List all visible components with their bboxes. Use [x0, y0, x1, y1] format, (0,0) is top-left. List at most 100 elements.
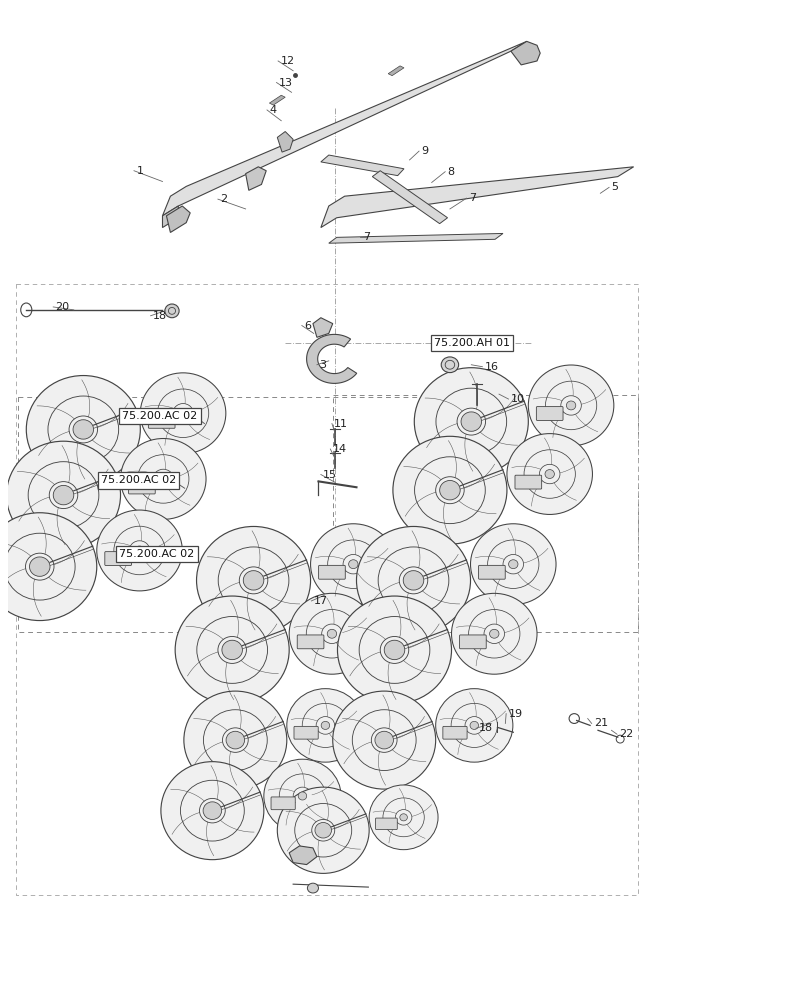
Text: 75.200.AH 01: 75.200.AH 01 — [434, 338, 510, 348]
Text: 14: 14 — [333, 444, 347, 454]
Ellipse shape — [298, 792, 307, 800]
Text: 4: 4 — [269, 105, 276, 115]
Ellipse shape — [29, 557, 50, 576]
FancyBboxPatch shape — [460, 635, 486, 649]
Ellipse shape — [27, 376, 141, 483]
Polygon shape — [246, 167, 266, 190]
Polygon shape — [162, 41, 527, 216]
Text: 18: 18 — [478, 723, 493, 733]
Polygon shape — [329, 233, 503, 243]
Ellipse shape — [179, 409, 187, 418]
Ellipse shape — [470, 524, 556, 605]
Ellipse shape — [369, 785, 438, 850]
Ellipse shape — [441, 357, 459, 373]
Polygon shape — [313, 318, 333, 337]
Ellipse shape — [545, 470, 554, 478]
Ellipse shape — [415, 368, 528, 476]
FancyBboxPatch shape — [105, 552, 132, 565]
Text: 22: 22 — [620, 729, 633, 739]
Ellipse shape — [120, 439, 206, 519]
Ellipse shape — [566, 401, 576, 410]
Ellipse shape — [161, 762, 264, 860]
Ellipse shape — [327, 629, 337, 638]
Ellipse shape — [385, 640, 405, 660]
Text: 9: 9 — [422, 146, 428, 156]
Polygon shape — [321, 167, 633, 228]
Ellipse shape — [452, 593, 537, 674]
Ellipse shape — [135, 546, 145, 555]
Ellipse shape — [356, 526, 470, 634]
FancyBboxPatch shape — [515, 475, 541, 489]
Polygon shape — [372, 171, 448, 224]
FancyBboxPatch shape — [271, 797, 295, 810]
Ellipse shape — [490, 629, 499, 638]
Ellipse shape — [226, 731, 245, 749]
FancyBboxPatch shape — [297, 635, 324, 649]
FancyBboxPatch shape — [376, 818, 398, 830]
Ellipse shape — [375, 731, 393, 749]
Ellipse shape — [528, 365, 614, 446]
Ellipse shape — [348, 560, 358, 569]
Ellipse shape — [158, 474, 168, 483]
Ellipse shape — [196, 526, 310, 634]
Ellipse shape — [307, 883, 318, 893]
FancyBboxPatch shape — [443, 726, 467, 739]
Polygon shape — [162, 206, 179, 228]
Polygon shape — [166, 206, 190, 232]
Text: 75.200.AC 02: 75.200.AC 02 — [101, 475, 176, 485]
Ellipse shape — [333, 691, 436, 789]
Ellipse shape — [264, 759, 341, 833]
Ellipse shape — [393, 436, 507, 544]
Ellipse shape — [287, 689, 364, 762]
Polygon shape — [277, 132, 293, 152]
Ellipse shape — [289, 593, 375, 674]
Text: 8: 8 — [448, 167, 455, 177]
Text: 75.200.AC 02: 75.200.AC 02 — [120, 549, 195, 559]
Ellipse shape — [6, 441, 120, 549]
Polygon shape — [321, 155, 404, 176]
Text: 19: 19 — [508, 709, 523, 719]
Ellipse shape — [97, 510, 183, 591]
Ellipse shape — [165, 304, 179, 318]
Ellipse shape — [321, 721, 330, 729]
Ellipse shape — [203, 802, 221, 819]
Ellipse shape — [403, 571, 423, 590]
Ellipse shape — [141, 373, 226, 454]
Ellipse shape — [73, 420, 94, 439]
Text: 20: 20 — [56, 302, 69, 312]
Text: 10: 10 — [511, 394, 525, 404]
Ellipse shape — [461, 412, 482, 431]
Text: 15: 15 — [323, 470, 337, 480]
Ellipse shape — [53, 485, 74, 505]
FancyBboxPatch shape — [128, 480, 155, 494]
Ellipse shape — [277, 787, 369, 873]
Text: 13: 13 — [279, 78, 292, 88]
Ellipse shape — [243, 571, 264, 590]
Text: 75.200.AC 02: 75.200.AC 02 — [123, 411, 198, 421]
Text: 11: 11 — [335, 419, 348, 429]
FancyBboxPatch shape — [294, 726, 318, 739]
Ellipse shape — [184, 691, 287, 789]
Polygon shape — [269, 95, 285, 105]
Text: 1: 1 — [137, 166, 143, 176]
FancyBboxPatch shape — [537, 407, 563, 420]
Ellipse shape — [315, 822, 331, 838]
Ellipse shape — [508, 560, 518, 569]
Ellipse shape — [175, 596, 289, 704]
Text: 6: 6 — [305, 321, 311, 331]
Ellipse shape — [338, 596, 452, 704]
Ellipse shape — [507, 434, 592, 514]
Ellipse shape — [400, 814, 407, 821]
Ellipse shape — [310, 524, 396, 605]
Text: 3: 3 — [319, 360, 326, 370]
Polygon shape — [289, 846, 317, 865]
Text: 12: 12 — [280, 56, 295, 66]
Text: 5: 5 — [612, 182, 618, 192]
Text: 2: 2 — [221, 194, 227, 204]
FancyBboxPatch shape — [478, 565, 505, 579]
Text: 16: 16 — [485, 362, 499, 372]
Ellipse shape — [222, 640, 242, 660]
Polygon shape — [388, 66, 404, 76]
Text: 17: 17 — [314, 596, 328, 606]
Ellipse shape — [470, 721, 478, 729]
